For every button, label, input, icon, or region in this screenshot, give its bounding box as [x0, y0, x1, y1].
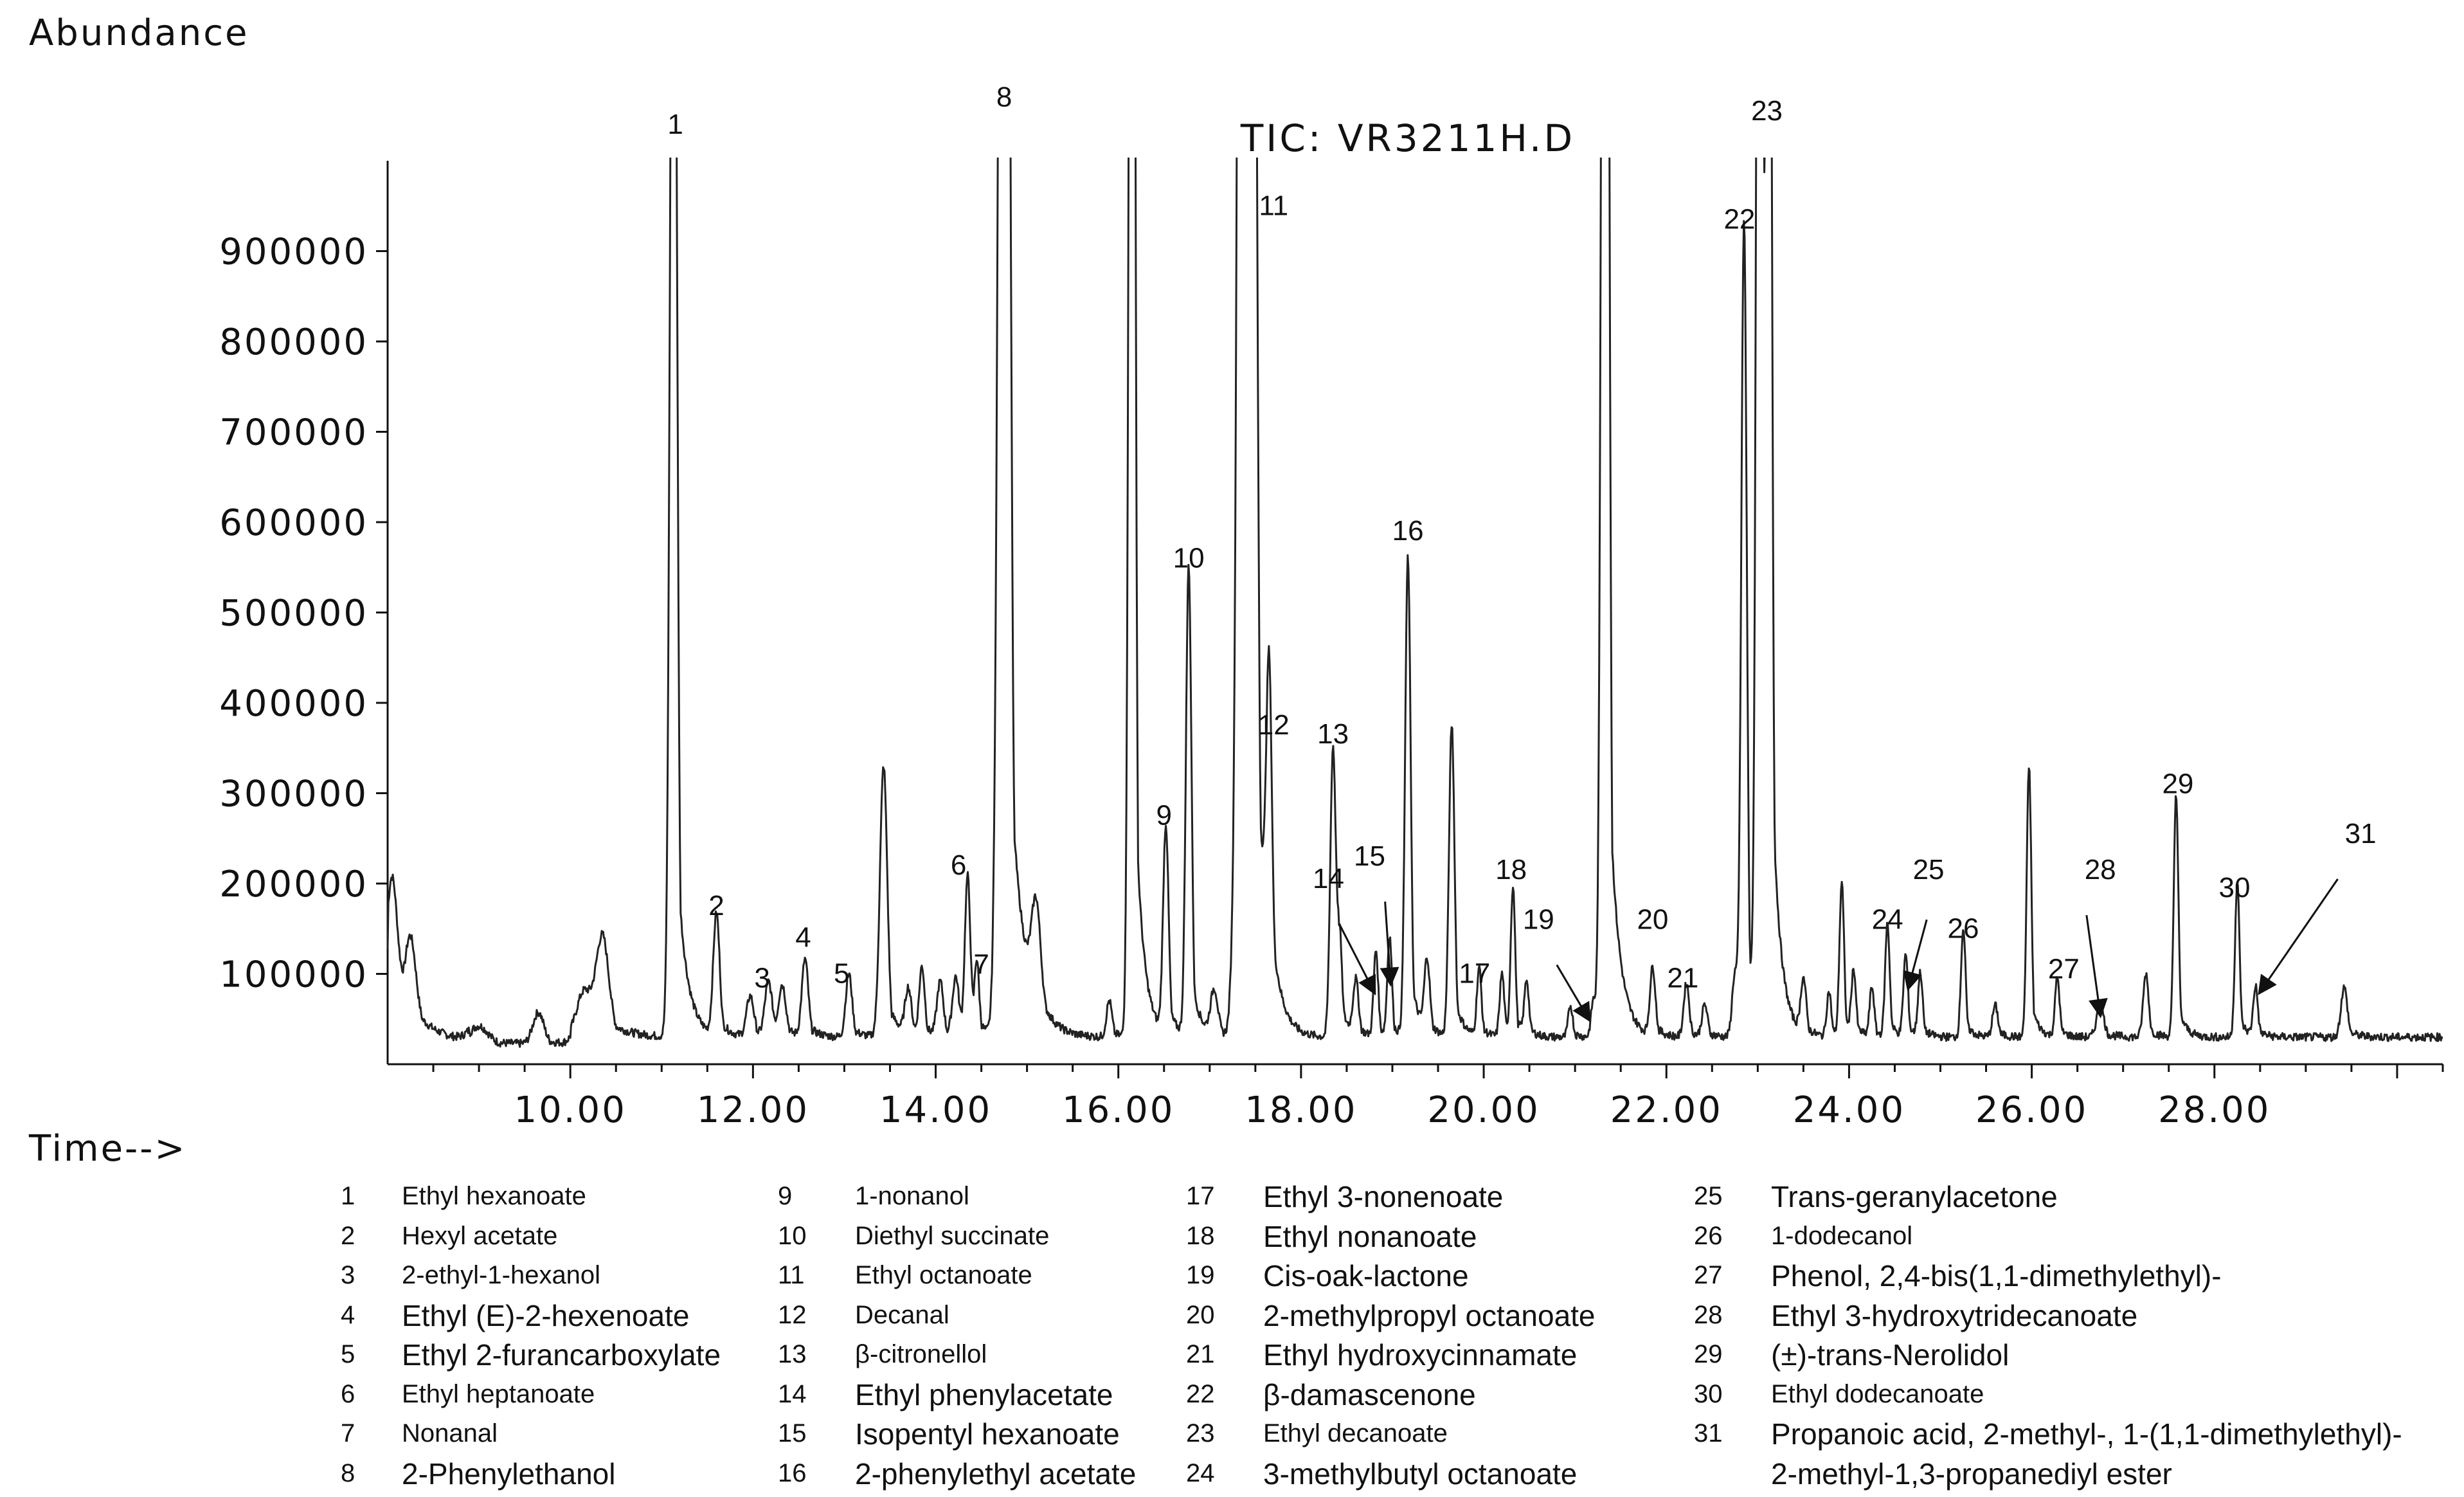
y-tick-label: 700000 [219, 412, 368, 454]
y-tick-label: 800000 [219, 322, 368, 363]
y-axis-label: Abundance [29, 12, 249, 54]
peak-label-13: 13 [1317, 718, 1349, 750]
y-tick-label: 500000 [219, 593, 368, 635]
y-ticks: 100000 200000 300000 400000 500000 600000 7000… [219, 231, 388, 996]
peak-label-4: 4 [795, 921, 811, 953]
peak-label-7: 7 [973, 949, 989, 981]
peak-arrow-14 [1338, 923, 1376, 995]
peak-label-14: 14 [1313, 863, 1344, 894]
peak-label-3: 3 [754, 963, 769, 994]
peak-label-20: 20 [1637, 903, 1668, 935]
y-tick-label: 900000 [219, 231, 368, 273]
y-tick-label: 200000 [219, 864, 368, 905]
peak-arrow-19 [1556, 964, 1591, 1022]
peak-label-11: 11 [1259, 190, 1288, 221]
x-tick-label: 28.00 [2158, 1089, 2271, 1131]
peak-label-21: 21 [1667, 963, 1698, 994]
peak-arrows [1338, 878, 2339, 1022]
y-tick-label: 400000 [219, 683, 368, 725]
peak-label-5: 5 [834, 958, 849, 990]
peak-label-22: 22 [1723, 203, 1755, 235]
peak-label-27: 27 [2048, 954, 2080, 985]
peak-arrow-25 [1903, 919, 1928, 992]
x-tick-label: 24.00 [1793, 1089, 1905, 1131]
peak-label-17: 17 [1459, 958, 1490, 990]
chart-title: TIC: VR3211H.D [1240, 116, 1575, 160]
peak-label-12: 12 [1258, 709, 1290, 741]
peak-arrow-31 [2258, 878, 2339, 995]
x-tick-label: 26.00 [1975, 1089, 2088, 1131]
peak-label-28: 28 [2085, 854, 2116, 885]
peak-arrow-28 [2085, 914, 2108, 1019]
x-tick-label: 14.00 [879, 1089, 992, 1131]
peak-label-25: 25 [1913, 854, 1945, 885]
x-tick-label: 18.00 [1245, 1089, 1357, 1131]
peak-arrow-15 [1380, 901, 1399, 987]
x-tick-label: 12.00 [697, 1089, 809, 1131]
x-tick-label: 16.00 [1062, 1089, 1174, 1131]
peak-label-23: 23 [1751, 95, 1783, 127]
x-tick-label: 20.00 [1427, 1089, 1540, 1131]
peak-label-29: 29 [2162, 768, 2193, 800]
y-tick-label: 100000 [219, 954, 368, 996]
y-tick-label: 600000 [219, 502, 368, 544]
x-axis-label: Time--> [28, 1128, 186, 1170]
peak-label-26: 26 [1948, 912, 1979, 944]
peak-label-1: 1 [667, 109, 683, 140]
peak-label-30: 30 [2219, 872, 2251, 903]
peak-label-9: 9 [1156, 800, 1172, 831]
peak-label-15: 15 [1354, 840, 1385, 872]
x-tick-label: 22.00 [1610, 1089, 1723, 1131]
peak-label-24: 24 [1872, 903, 1903, 935]
peak-label-2: 2 [708, 890, 724, 921]
peak-label-31: 31 [2345, 818, 2377, 849]
peak-label-16: 16 [1392, 515, 1424, 547]
peak-label-8: 8 [996, 82, 1012, 113]
peak-label-10: 10 [1173, 542, 1205, 574]
peak-label-19: 19 [1523, 903, 1554, 935]
peak-label-6: 6 [951, 849, 966, 881]
x-ticks: 10.00 12.00 14.00 16.00 18.00 20.00 22.00 24.00… [432, 1064, 2444, 1131]
y-tick-label: 300000 [219, 774, 368, 815]
peak-label-18: 18 [1495, 854, 1527, 885]
x-tick-label: 10.00 [514, 1089, 627, 1131]
